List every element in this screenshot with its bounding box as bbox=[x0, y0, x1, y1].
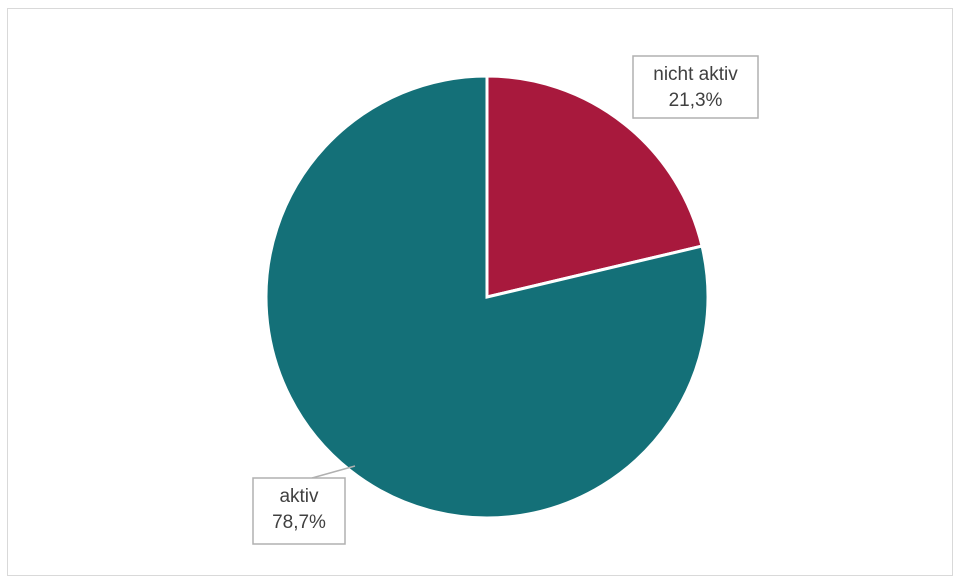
pie-slice-aktiv bbox=[264, 74, 710, 520]
leader-line-aktiv bbox=[311, 465, 356, 479]
data-label-category: aktiv bbox=[279, 486, 319, 507]
data-label-value: 21,3% bbox=[669, 90, 723, 111]
pie-slice-nicht-aktiv bbox=[485, 74, 704, 299]
data-labels: nicht aktiv 21,3% aktiv 78,7% bbox=[252, 55, 759, 545]
pie-slices bbox=[264, 74, 710, 520]
data-label-category: nicht aktiv bbox=[653, 64, 738, 85]
data-label-value: 78,7% bbox=[272, 512, 326, 533]
data-label-box-nicht-aktiv bbox=[632, 55, 759, 119]
data-label-box-aktiv bbox=[252, 477, 346, 545]
